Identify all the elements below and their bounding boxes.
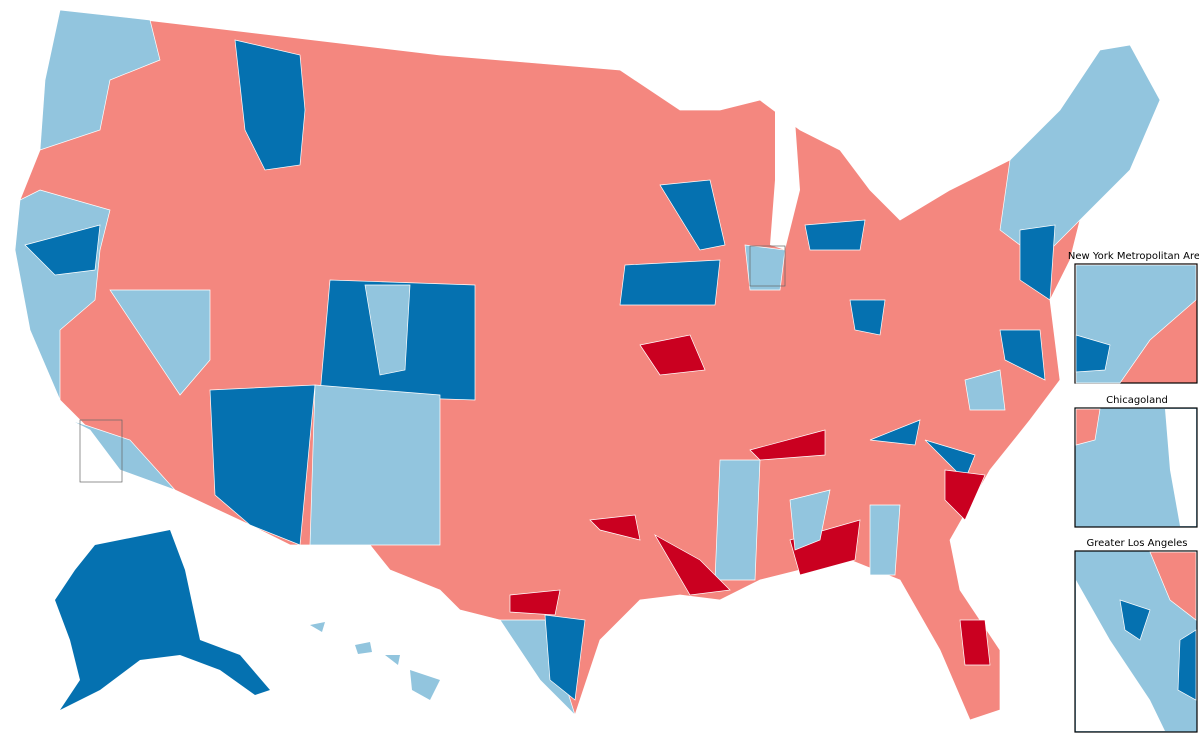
inset-ocean — [1076, 580, 1165, 731]
inset-title: Chicagoland — [1106, 395, 1168, 406]
texas-west — [509, 589, 561, 616]
inset-title: Greater Los Angeles — [1086, 538, 1187, 549]
inset-region — [1075, 408, 1101, 446]
la-inset-marker — [79, 419, 123, 483]
inset-region — [1075, 334, 1111, 373]
alabama-georgia — [789, 519, 861, 576]
idaho-montana — [234, 39, 306, 171]
alaska-hawaii — [55, 530, 440, 710]
louisiana — [654, 534, 731, 596]
insets: New York Metropolitan Area Chicagoland G… — [1068, 251, 1199, 733]
contiguous-us — [14, 9, 1161, 721]
north-carolina — [924, 439, 976, 481]
oklahoma — [589, 514, 641, 541]
hawaii-3 — [385, 655, 400, 665]
new-mexico — [309, 384, 441, 546]
kentucky — [749, 429, 826, 461]
new-england — [999, 44, 1161, 261]
inset-lake — [1165, 409, 1196, 526]
bay-area — [24, 224, 101, 276]
mid-atlantic — [1019, 224, 1056, 301]
missouri — [639, 334, 706, 376]
georgia — [869, 504, 901, 576]
south-texas — [499, 619, 576, 716]
texas-south — [544, 614, 586, 701]
hawaii-1 — [310, 622, 325, 632]
colorado-west — [364, 284, 411, 376]
iowa — [619, 259, 721, 306]
michigan — [804, 219, 866, 251]
alabama — [789, 489, 831, 551]
maryland — [999, 329, 1046, 381]
inset-region — [1149, 551, 1197, 621]
virginia — [964, 369, 1006, 411]
chicago-inset-marker — [749, 245, 786, 287]
southern-california — [69, 419, 176, 491]
mississippi — [714, 459, 761, 581]
lake-michigan — [770, 110, 800, 250]
arizona — [209, 384, 316, 546]
minnesota — [659, 179, 726, 251]
florida — [959, 619, 991, 666]
inset-region — [1177, 629, 1197, 701]
nevada — [109, 289, 211, 396]
pacific-northwest — [39, 9, 161, 151]
ohio — [849, 299, 886, 336]
hawaii-2 — [355, 642, 372, 654]
carolinas — [944, 469, 986, 521]
alaska — [55, 530, 270, 710]
inset-title: New York Metropolitan Area — [1068, 251, 1199, 262]
tennessee — [869, 419, 921, 446]
hawaii-4 — [410, 670, 440, 700]
chicago-area — [744, 244, 786, 291]
inset-region — [1119, 599, 1151, 641]
